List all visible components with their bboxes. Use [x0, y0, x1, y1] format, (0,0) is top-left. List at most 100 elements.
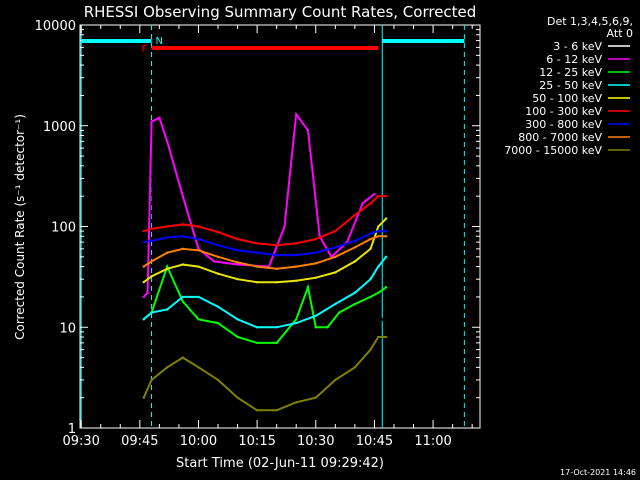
series-point	[138, 378, 142, 382]
series-point	[255, 326, 259, 329]
series-point	[384, 194, 388, 198]
series-point	[181, 223, 185, 226]
series-point	[377, 229, 380, 233]
series-point	[255, 280, 259, 284]
series-point	[377, 265, 380, 268]
series-point	[150, 311, 153, 314]
series-point	[345, 225, 349, 228]
series-point	[181, 194, 185, 198]
series-point	[236, 396, 239, 399]
series-point	[165, 251, 169, 254]
series-point	[369, 348, 372, 351]
series-point	[197, 237, 200, 241]
series-point	[384, 285, 388, 289]
chart-title: RHESSI Observing Summary Count Rates, Co…	[84, 3, 477, 21]
series-point	[295, 321, 298, 325]
series-point	[197, 318, 200, 321]
series-point	[275, 326, 278, 329]
series-point	[216, 244, 220, 247]
series-point	[353, 260, 357, 263]
series-point	[369, 202, 372, 205]
series-point	[377, 225, 380, 228]
x-tick-label: 09:30	[62, 434, 99, 449]
x-axis-label: Start Time (02-Jun-11 09:29:42)	[176, 456, 384, 471]
series-point	[165, 225, 169, 228]
series-point	[306, 285, 310, 289]
series-point	[295, 137, 298, 140]
series-point	[181, 356, 185, 359]
series-point	[334, 255, 337, 259]
series-point	[353, 291, 357, 294]
series-point	[165, 308, 169, 311]
x-tick-label: 10:30	[297, 434, 334, 449]
legend-entry-label: 7000 - 15000 keV	[504, 144, 602, 157]
series-point	[158, 116, 161, 119]
y-tick-label: 10	[59, 321, 76, 336]
x-tick-label: 10:15	[238, 434, 275, 449]
x-tick-label: 10:00	[180, 434, 217, 449]
series-point	[369, 295, 372, 299]
series-point	[236, 335, 239, 339]
series-point	[283, 225, 286, 228]
series-point	[150, 260, 153, 263]
series-point	[150, 227, 153, 230]
series-line	[143, 195, 387, 247]
series-point	[275, 341, 278, 345]
series-point	[353, 302, 357, 306]
plot-area: 09:30 09:45 10:00 10:15 10:30 10:45 11:00 1 10 10…	[35, 19, 481, 449]
series-point	[353, 366, 357, 369]
legend-header-2: Att 0	[607, 27, 633, 40]
legend-entry-label: 6 - 12 keV	[546, 53, 602, 66]
series-point	[165, 265, 169, 268]
series-point	[275, 253, 278, 257]
series-point	[255, 242, 259, 245]
series-point	[314, 314, 317, 317]
series-point	[142, 265, 145, 268]
series-point	[353, 213, 357, 217]
y-tick-label: 1	[68, 422, 76, 437]
series-point	[314, 276, 317, 279]
series-point	[295, 265, 298, 268]
series-point	[295, 279, 298, 282]
series-point	[165, 267, 169, 271]
series-point	[275, 267, 278, 271]
series-point	[353, 239, 357, 243]
series-point	[197, 225, 200, 228]
series-point	[197, 366, 200, 369]
series-point	[165, 140, 169, 143]
series-point	[142, 396, 145, 399]
series-point	[295, 401, 298, 404]
series-point	[373, 192, 376, 196]
series-point	[334, 271, 337, 274]
series-point	[216, 255, 220, 259]
series-point	[377, 314, 380, 317]
series-point	[377, 335, 380, 339]
series-point	[181, 185, 185, 188]
series-point	[353, 246, 357, 249]
x-tick-label: 11:00	[414, 434, 451, 449]
y-tick-label: 1000	[43, 120, 76, 135]
series-point	[150, 120, 153, 123]
legend-entry-label: 12 - 25 keV	[539, 66, 602, 79]
series-point	[150, 378, 153, 382]
series-point	[338, 311, 341, 314]
series-point	[330, 235, 333, 238]
series-point	[165, 236, 169, 239]
series-point	[314, 262, 317, 265]
series-point	[384, 321, 388, 325]
series-point	[146, 378, 149, 382]
series-point	[236, 263, 239, 266]
series-point	[295, 318, 298, 321]
series-point	[314, 396, 317, 399]
series-point	[318, 207, 321, 210]
series-point	[326, 326, 329, 329]
series-point	[369, 232, 372, 235]
series-point	[384, 335, 388, 339]
legend-entry-label: 3 - 6 keV	[553, 40, 602, 53]
series-point	[314, 326, 317, 329]
y-tick-label: 100	[51, 221, 76, 236]
series-point	[384, 217, 388, 220]
